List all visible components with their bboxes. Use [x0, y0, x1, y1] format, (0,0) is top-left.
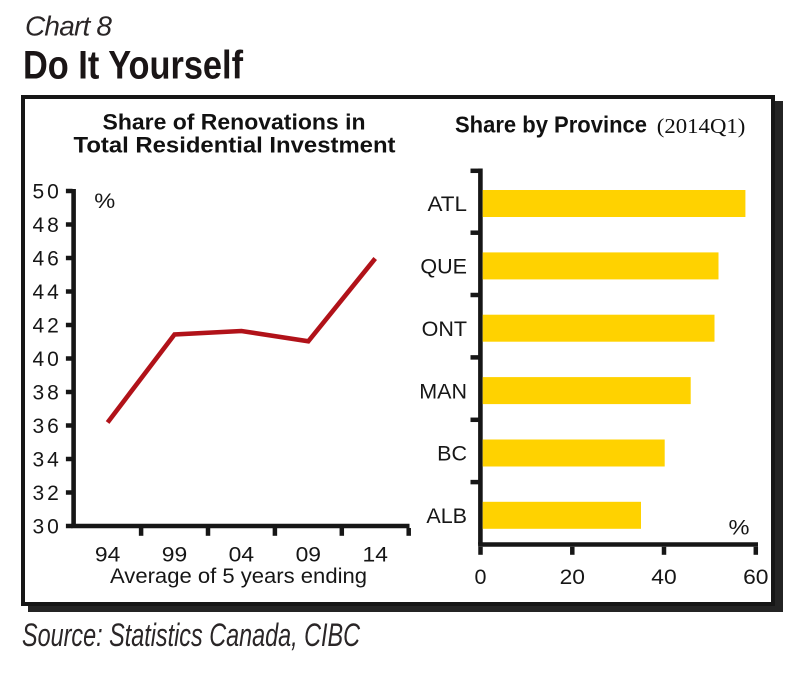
svg-text:ATL: ATL: [428, 192, 468, 216]
svg-text:ONT: ONT: [422, 317, 467, 341]
svg-text:BC: BC: [437, 442, 467, 466]
svg-text:(2014Q1): (2014Q1): [657, 114, 746, 138]
svg-text:09: 09: [296, 544, 321, 567]
svg-text:Average of 5 years ending: Average of 5 years ending: [110, 564, 367, 588]
svg-text:Share of Renovations in: Share of Renovations in: [103, 110, 366, 135]
svg-text:%: %: [729, 516, 750, 540]
svg-text:MAN: MAN: [419, 379, 467, 403]
svg-text:40: 40: [651, 565, 676, 589]
svg-text:Source: Statistics Canada, CIB: Source: Statistics Canada, CIBC: [22, 617, 361, 653]
svg-text:94: 94: [95, 544, 121, 567]
svg-text:Share by Province: Share by Province: [455, 112, 647, 138]
svg-text:%: %: [94, 189, 115, 213]
svg-text:QUE: QUE: [420, 255, 467, 279]
svg-text:Total Residential Investment: Total Residential Investment: [74, 132, 397, 157]
svg-text:ALB: ALB: [426, 504, 467, 528]
svg-text:Chart 8: Chart 8: [25, 10, 112, 41]
svg-text:60: 60: [743, 565, 768, 589]
svg-text:99: 99: [162, 544, 187, 567]
svg-text:20: 20: [560, 565, 585, 589]
svg-text:14: 14: [363, 544, 389, 567]
svg-text:0: 0: [475, 565, 487, 589]
svg-text:Do It Yourself: Do It Yourself: [23, 44, 244, 88]
svg-text:04: 04: [229, 544, 255, 567]
